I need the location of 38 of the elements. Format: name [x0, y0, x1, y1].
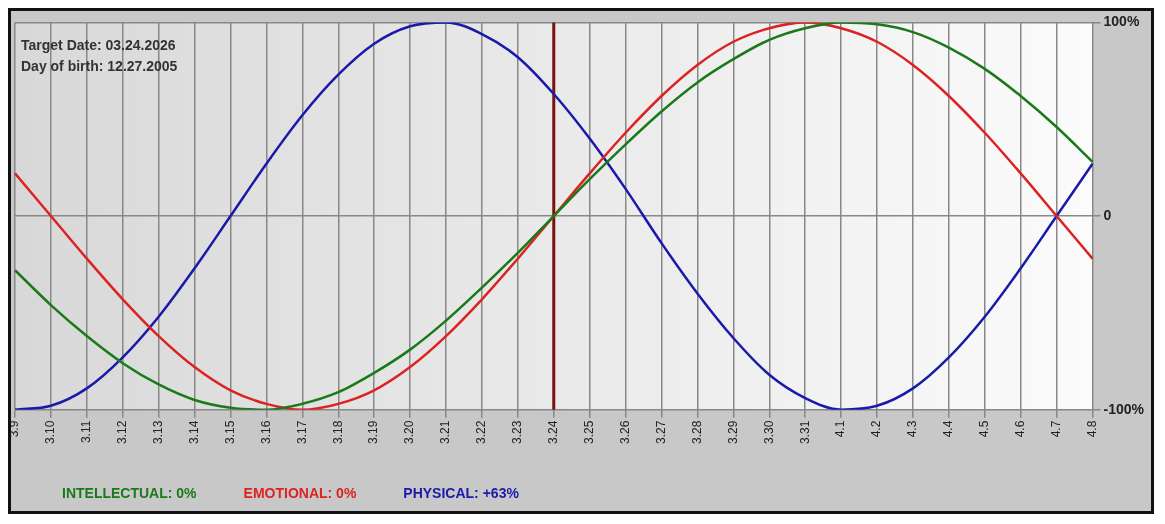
x-tick-label: 3.16: [258, 420, 273, 444]
x-tick-label: 3.15: [222, 420, 237, 444]
x-tick-label: 3.13: [150, 420, 165, 444]
x-tick-label: 3.30: [761, 420, 776, 444]
x-tick-label: 3.23: [510, 420, 525, 444]
x-tick-label: 3.28: [689, 420, 704, 444]
x-tick-label: 3.24: [546, 420, 561, 444]
x-tick-label: 4.4: [941, 420, 956, 438]
x-tick-label: 3.18: [330, 420, 345, 444]
x-tick-label: 3.29: [725, 420, 740, 444]
x-tick-label: 3.27: [653, 420, 668, 444]
x-tick-label: 4.8: [1084, 420, 1099, 438]
x-tick-label: 3.10: [43, 420, 58, 444]
annotation: Target Date: 03.24.2026: [21, 37, 176, 54]
x-tick-label: 4.2: [869, 420, 884, 438]
x-tick-label: 3.14: [186, 420, 201, 444]
text: INTELLECTUAL: 0%: [62, 484, 198, 501]
y-tick-label: 100%: [1103, 13, 1140, 30]
x-tick-label: 3.17: [294, 420, 309, 444]
y-tick-label: -100%: [1103, 400, 1145, 417]
x-tick-label: 3.19: [366, 420, 381, 444]
x-tick-label: 3.20: [402, 420, 417, 444]
y-tick-label: 0: [1103, 206, 1112, 223]
x-tick-label: 3.31: [797, 420, 812, 444]
x-tick-label: 3.25: [582, 420, 596, 444]
x-tick-label: 3.21: [438, 420, 453, 444]
x-tick-label: 4.3: [905, 420, 920, 438]
x-tick-label: 4.1: [833, 420, 848, 438]
x-tick-label: 4.6: [1013, 420, 1028, 438]
x-tick-label: 3.22: [474, 420, 489, 444]
x-tick-label: 4.7: [1048, 420, 1063, 438]
annotation: Day of birth: 12.27.2005: [21, 58, 178, 75]
x-tick-label: 3.11: [79, 420, 94, 444]
text: EMOTIONAL: 0%: [243, 484, 357, 501]
x-tick-label: 3.26: [617, 420, 632, 444]
text: PHYSICAL: +63%: [403, 484, 520, 501]
x-tick-label: 3.12: [115, 420, 130, 444]
x-tick-label: 4.5: [977, 420, 992, 438]
